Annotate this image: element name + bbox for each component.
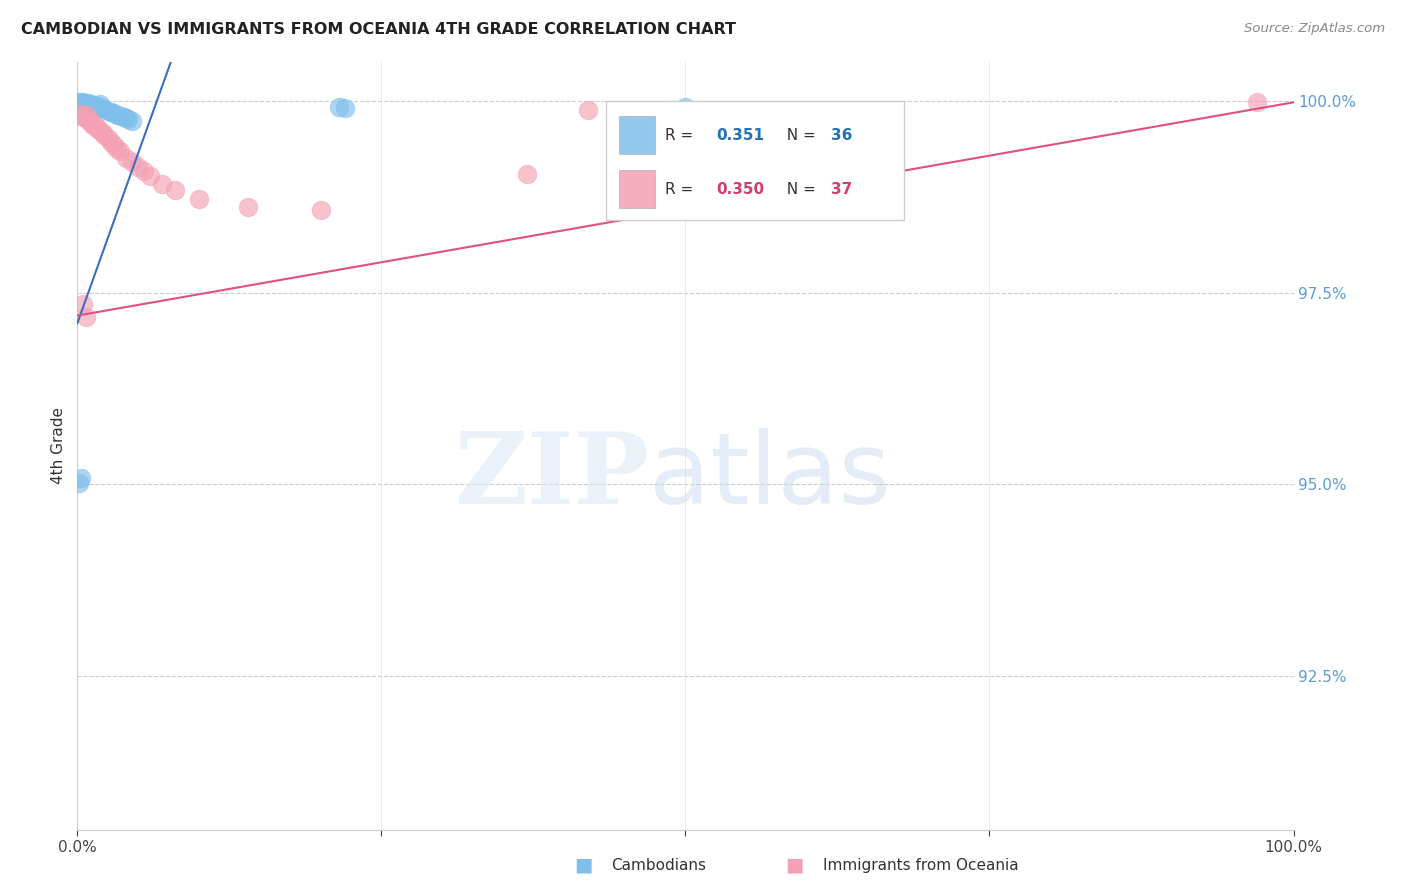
Text: Cambodians: Cambodians: [612, 858, 707, 872]
Point: [236, 200, 259, 214]
Point: [89, 123, 111, 137]
Point: [163, 183, 186, 197]
Text: ■: ■: [574, 855, 593, 875]
Point: [328, 100, 350, 114]
Point: [89, 101, 111, 115]
Point: [75, 96, 97, 111]
Text: 36: 36: [831, 128, 853, 143]
Point: [80, 115, 103, 129]
Text: N =: N =: [776, 128, 820, 143]
Point: [82, 98, 104, 112]
Point: [1246, 95, 1268, 110]
Text: Immigrants from Oceania: Immigrants from Oceania: [823, 858, 1018, 872]
Point: [67, 95, 90, 109]
FancyBboxPatch shape: [619, 116, 655, 154]
Point: [110, 109, 132, 123]
Point: [75, 112, 97, 126]
Point: [309, 202, 332, 217]
Point: [107, 107, 129, 121]
Point: [67, 475, 90, 490]
Point: [97, 131, 120, 145]
Point: [75, 310, 97, 325]
Point: [103, 138, 125, 153]
Text: R =: R =: [665, 128, 697, 143]
Point: [70, 108, 93, 122]
Point: [70, 96, 93, 111]
Point: [72, 297, 94, 311]
Point: [516, 167, 538, 181]
Point: [115, 151, 138, 165]
Point: [72, 95, 94, 109]
Point: [152, 177, 174, 191]
Point: [89, 96, 111, 111]
Point: [80, 96, 103, 111]
Point: [112, 110, 135, 124]
Point: [103, 106, 125, 120]
Point: [90, 125, 112, 139]
Point: [856, 105, 879, 120]
Point: [121, 155, 143, 169]
Point: [83, 97, 105, 112]
Text: 37: 37: [831, 181, 852, 196]
Point: [108, 145, 131, 159]
Point: [87, 99, 110, 113]
Point: [134, 164, 156, 178]
Point: [86, 120, 108, 135]
Point: [69, 95, 91, 110]
Point: [80, 98, 103, 112]
Point: [84, 99, 107, 113]
Point: [82, 118, 104, 132]
FancyBboxPatch shape: [619, 169, 655, 208]
Text: CAMBODIAN VS IMMIGRANTS FROM OCEANIA 4TH GRADE CORRELATION CHART: CAMBODIAN VS IMMIGRANTS FROM OCEANIA 4TH…: [21, 22, 737, 37]
Text: 0.351: 0.351: [716, 128, 763, 143]
Point: [73, 96, 96, 111]
Text: Source: ZipAtlas.com: Source: ZipAtlas.com: [1244, 22, 1385, 36]
Point: [127, 160, 149, 174]
Point: [86, 100, 108, 114]
Point: [70, 471, 93, 485]
FancyBboxPatch shape: [606, 101, 904, 219]
Point: [70, 96, 93, 111]
Point: [115, 112, 138, 126]
Point: [139, 169, 162, 183]
Point: [97, 103, 120, 118]
Text: 0.350: 0.350: [716, 181, 763, 196]
Point: [80, 117, 103, 131]
Point: [121, 113, 143, 128]
Point: [93, 128, 115, 142]
Text: ZIP: ZIP: [454, 428, 650, 525]
Point: [76, 97, 98, 112]
Y-axis label: 4th Grade: 4th Grade: [51, 408, 66, 484]
Text: N =: N =: [776, 181, 820, 196]
Point: [675, 100, 697, 114]
Point: [76, 108, 98, 122]
Point: [188, 192, 211, 206]
Point: [93, 102, 115, 116]
Point: [79, 113, 101, 128]
Point: [117, 112, 139, 127]
Point: [84, 119, 107, 133]
Point: [333, 102, 356, 116]
Text: R =: R =: [665, 181, 697, 196]
Text: ■: ■: [785, 855, 804, 875]
Point: [90, 102, 112, 116]
Point: [77, 96, 100, 111]
Point: [100, 135, 122, 149]
Point: [79, 97, 101, 112]
Point: [107, 142, 129, 156]
Point: [72, 110, 94, 124]
Point: [100, 104, 122, 119]
Point: [576, 103, 599, 117]
Point: [69, 107, 91, 121]
Text: atlas: atlas: [650, 428, 890, 525]
